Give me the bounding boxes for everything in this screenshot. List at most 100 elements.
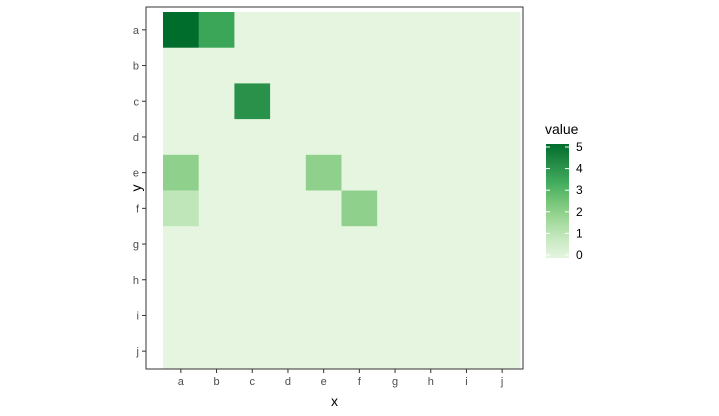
heatmap-cell [448, 47, 485, 84]
legend-ticks: 0 1 2 3 4 5 [546, 140, 583, 262]
heatmap-cell [341, 119, 378, 156]
heatmap-cell [484, 261, 521, 298]
heatmap-cell [234, 261, 271, 298]
heatmap-cell [484, 47, 521, 84]
heatmap-cell [448, 154, 485, 191]
heatmap-cell [234, 47, 271, 84]
heatmap-cell [234, 297, 271, 334]
heatmap-cell [163, 190, 200, 227]
heatmap-cell [234, 119, 271, 156]
heatmap-cell [341, 333, 378, 370]
heatmap-cell [412, 47, 449, 84]
heatmap-cell [270, 12, 307, 49]
heatmap-cell [448, 190, 485, 227]
heatmap-cell [377, 297, 414, 334]
heatmap-cell [198, 226, 235, 263]
heatmap-cell [412, 261, 449, 298]
heatmap-cell [412, 226, 449, 263]
heatmap-cell [377, 190, 414, 227]
legend-label: 3 [576, 183, 583, 197]
heatmap-cell [198, 47, 235, 84]
heatmap-cell [341, 154, 378, 191]
x-tick-label: f [358, 376, 362, 388]
heatmap-cell [198, 83, 235, 120]
heatmap-cell [412, 190, 449, 227]
heatmap-cell [198, 12, 235, 49]
heatmap-cell [341, 12, 378, 49]
heatmap-cell [198, 297, 235, 334]
heatmap-cell [270, 47, 307, 84]
y-tick-label: d [133, 132, 139, 144]
heatmap-cell [484, 119, 521, 156]
heatmap-cell [448, 83, 485, 120]
heatmap-cell [234, 12, 271, 49]
heatmap-cell [484, 154, 521, 191]
x-tick-label: a [178, 376, 185, 388]
y-tick-label: j [136, 346, 139, 358]
heatmap-cell [270, 119, 307, 156]
heatmap-cell [341, 261, 378, 298]
heatmap-cell [163, 261, 200, 298]
y-tick-label: c [134, 96, 140, 108]
legend-title: value [545, 121, 579, 137]
heatmap-cell [270, 83, 307, 120]
heatmap-cell [341, 190, 378, 227]
x-tick-label: d [285, 376, 291, 388]
heatmap-cell [448, 333, 485, 370]
heatmap-cell [448, 226, 485, 263]
y-tick-label: i [137, 310, 139, 322]
heatmap-cell [305, 83, 342, 120]
heatmap-cell [484, 333, 521, 370]
heatmap-cell [341, 47, 378, 84]
heatmap-cell [377, 226, 414, 263]
heatmap-cell [377, 119, 414, 156]
y-tick-label: b [133, 61, 139, 73]
legend-label: 2 [576, 205, 583, 219]
heatmap-cell [305, 297, 342, 334]
legend-label: 0 [576, 248, 583, 262]
heatmap-cell [270, 190, 307, 227]
x-axis-title: x [331, 393, 338, 409]
heatmap-cell [163, 226, 200, 263]
x-tick-label: j [500, 376, 503, 388]
legend-label: 1 [576, 226, 583, 240]
heatmap-cell [198, 190, 235, 227]
heatmap-cell [448, 119, 485, 156]
heatmap-cell [484, 297, 521, 334]
heatmap-cell [198, 261, 235, 298]
heatmap-cell [163, 12, 200, 49]
heatmap-cell [448, 12, 485, 49]
heatmap-cell [448, 297, 485, 334]
x-axis: a b c d e f g h i j [178, 369, 503, 388]
legend-label: 5 [576, 140, 583, 154]
y-axis-title: y [128, 185, 144, 192]
heatmap-cells [147, 8, 522, 370]
heatmap-cell [484, 12, 521, 49]
heatmap-cell [234, 333, 271, 370]
heatmap-cell [377, 47, 414, 84]
heatmap-cell [305, 47, 342, 84]
heatmap-cell [270, 261, 307, 298]
heatmap-cell [163, 154, 200, 191]
heatmap-cell [270, 297, 307, 334]
x-tick-label: g [392, 376, 398, 388]
heatmap-cell [412, 154, 449, 191]
heatmap-cell [377, 333, 414, 370]
heatmap-cell [341, 226, 378, 263]
x-tick-label: b [213, 376, 219, 388]
heatmap-cell [484, 190, 521, 227]
heatmap-cell [412, 12, 449, 49]
heatmap-cell [412, 333, 449, 370]
heatmap-cell [163, 47, 200, 84]
heatmap-cell [163, 297, 200, 334]
legend: value 0 1 2 3 4 5 [545, 121, 583, 262]
x-tick-label: i [465, 376, 467, 388]
y-tick-label: h [133, 275, 139, 287]
legend-label: 4 [576, 162, 583, 176]
x-tick-label: e [321, 376, 327, 388]
heatmap-cell [234, 154, 271, 191]
heatmap-cell [412, 297, 449, 334]
heatmap-cell [377, 261, 414, 298]
heatmap-cell [484, 83, 521, 120]
heatmap-cell [377, 83, 414, 120]
